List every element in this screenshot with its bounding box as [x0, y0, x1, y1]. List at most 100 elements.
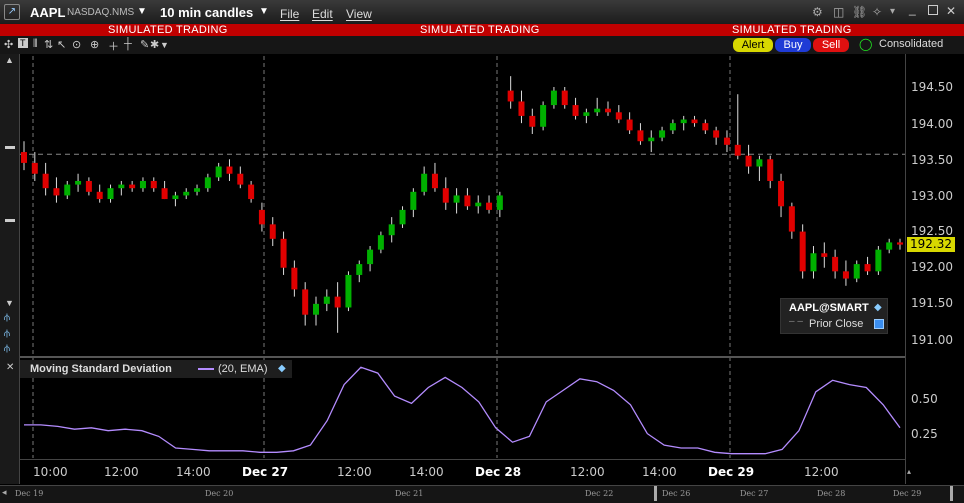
candle-body	[734, 144, 741, 156]
more-tools-icon[interactable]: ▼	[160, 40, 169, 50]
overview-window-left-handle[interactable]	[654, 486, 657, 501]
alert-button[interactable]: Alert	[733, 38, 773, 52]
candle-body	[367, 249, 374, 265]
candle-body	[486, 202, 493, 210]
contract-label[interactable]: AAPL@SMART	[789, 302, 869, 314]
candle-body	[226, 166, 233, 174]
scroll-down-icon[interactable]: ▼	[5, 298, 14, 308]
candle-body	[431, 173, 438, 189]
candle-body	[183, 191, 190, 196]
indicator-tick: 0.50	[911, 392, 938, 406]
prior-close-checkbox[interactable]	[874, 319, 884, 329]
price-axis[interactable]	[905, 54, 964, 484]
draw-tool-icon[interactable]: ✎	[140, 39, 150, 51]
candle-body	[496, 195, 503, 210]
zoom-tool-icon[interactable]: ⊙	[72, 39, 82, 51]
overview-scroll-left-icon[interactable]: ◂	[2, 487, 7, 497]
text-tool-icon[interactable]: T	[18, 38, 28, 48]
scroll-up-icon[interactable]: ▲	[5, 55, 14, 65]
last-price-badge: 192.32	[907, 237, 955, 252]
crosshair-tool-icon[interactable]: ✣	[4, 39, 14, 51]
menu-edit[interactable]: Edit	[312, 7, 333, 21]
rail-tool-1-icon[interactable]: ⫛	[4, 312, 10, 323]
price-tick: 193.00	[911, 189, 953, 203]
overview-scrollbar[interactable]	[0, 485, 964, 503]
indicator-params[interactable]: (20, EMA)	[218, 363, 268, 375]
scale-handle-top[interactable]	[5, 146, 15, 149]
crosshair-icon[interactable]: ┼	[124, 38, 132, 50]
timeframe-dropdown-icon[interactable]: ▼	[259, 6, 269, 17]
price-tick: 191.50	[911, 296, 953, 310]
candle-body	[572, 105, 579, 116]
time-label: 14:00	[409, 465, 444, 479]
time-label: Dec 27	[242, 465, 289, 479]
candle-body	[21, 152, 27, 163]
window-menu-icon[interactable]: ▾	[890, 6, 896, 17]
menu-file[interactable]: File	[280, 7, 300, 21]
overview-date: Dec 29	[893, 489, 922, 498]
zoom-in-icon[interactable]: ⊕	[90, 39, 100, 51]
time-label: 14:00	[176, 465, 211, 479]
candle-body	[897, 242, 903, 245]
candle-body	[377, 235, 384, 250]
window-icon[interactable]: ↗	[4, 4, 20, 20]
consolidated-label[interactable]: Consolidated	[879, 38, 944, 50]
overview-window-right-handle[interactable]	[950, 486, 953, 501]
buy-button[interactable]: Buy	[775, 38, 811, 52]
time-label: 12:00	[337, 465, 372, 479]
zoom-out-icon[interactable]: ＋	[108, 41, 119, 53]
sim-banner-left: SIMULATED TRADING	[108, 24, 228, 36]
sort-tool-icon[interactable]: ⇅	[44, 39, 54, 51]
minimize-icon[interactable]: _	[909, 2, 916, 16]
lock-icon[interactable]: ◫	[833, 5, 845, 19]
link-icon[interactable]: ⛓	[852, 5, 868, 19]
candle-body	[648, 137, 655, 142]
price-tick: 192.50	[911, 224, 953, 238]
candle-body	[875, 249, 882, 272]
candle-body	[42, 173, 49, 189]
candle-body	[821, 253, 828, 257]
candle-body	[637, 130, 644, 142]
candle-body	[356, 264, 363, 275]
maximize-icon[interactable]	[928, 5, 938, 15]
timeframe-label[interactable]: 10 min candles	[160, 5, 254, 20]
symbol-label[interactable]: AAPL	[30, 5, 66, 20]
panel-close-icon[interactable]: ✕	[6, 362, 15, 373]
candle-body	[475, 202, 482, 207]
candle-body	[810, 253, 817, 272]
close-icon[interactable]: ✕	[946, 4, 957, 18]
pointer-tool-icon[interactable]: ↖	[57, 39, 67, 51]
candle-body	[96, 191, 103, 200]
pin-icon[interactable]: ✧	[872, 5, 883, 19]
bars-tool-icon[interactable]: ⫴	[33, 38, 38, 50]
rail-tool-2-icon[interactable]: ⫛	[4, 328, 10, 339]
candle-body	[204, 177, 211, 189]
indicator-settings-icon[interactable]: ◆	[278, 363, 286, 374]
candle-body	[172, 195, 179, 200]
candle-body	[280, 238, 287, 268]
sell-button[interactable]: Sell	[813, 38, 849, 52]
menu-view[interactable]: View	[346, 7, 372, 21]
exchange-label[interactable]: NASDAQ.NMS	[67, 7, 135, 18]
time-label: 10:00	[33, 465, 68, 479]
settings-icon[interactable]: ⚙	[812, 5, 823, 19]
time-label: 14:00	[642, 465, 677, 479]
candle-body	[194, 188, 201, 192]
candle-body	[388, 224, 395, 236]
indicator-header: Moving Standard Deviation (20, EMA) ◆	[20, 360, 292, 378]
candle-body	[139, 180, 146, 189]
candle-body	[421, 173, 428, 192]
candle-body	[64, 184, 71, 196]
contract-settings-icon[interactable]: ◆	[874, 302, 882, 313]
candle-body	[107, 188, 114, 200]
time-label: Dec 28	[475, 465, 522, 479]
candle-body	[518, 101, 525, 116]
scale-handle-bottom[interactable]	[5, 219, 15, 222]
candle-body	[702, 123, 709, 131]
exchange-dropdown-icon[interactable]: ▼	[137, 6, 147, 17]
candle-body	[129, 184, 136, 189]
settings-small-icon[interactable]: ✱	[150, 39, 160, 51]
indicator-name[interactable]: Moving Standard Deviation	[30, 363, 172, 375]
rail-tool-3-icon[interactable]: ⫛	[4, 343, 10, 354]
